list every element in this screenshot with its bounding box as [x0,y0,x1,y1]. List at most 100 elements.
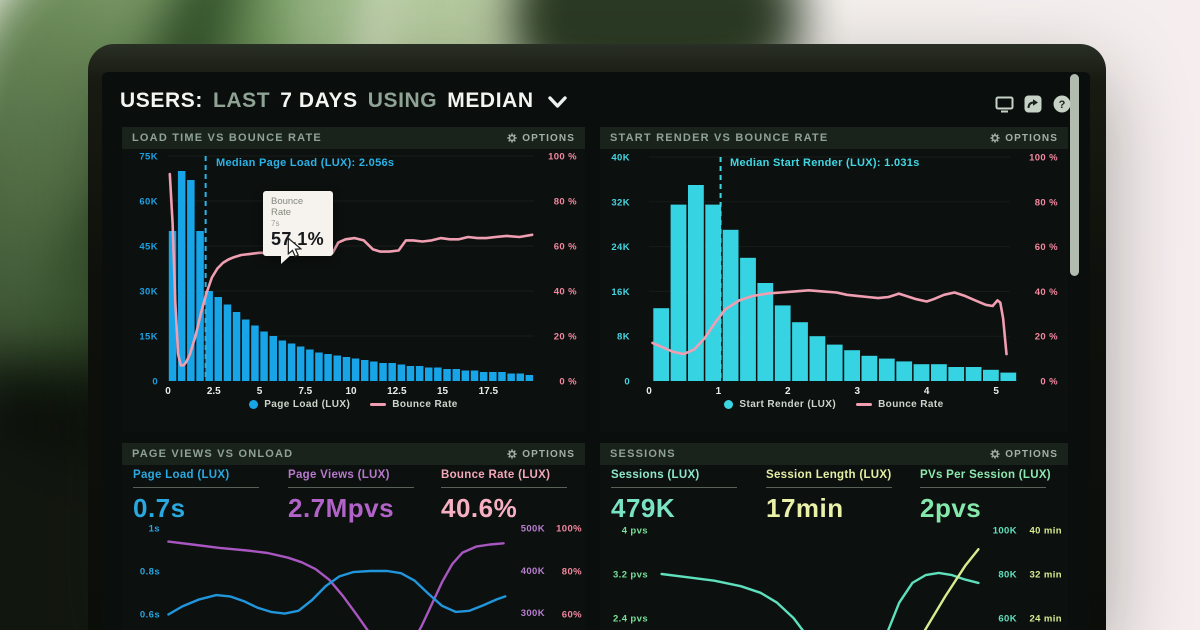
scrollbar-thumb[interactable] [1070,74,1079,276]
svg-text:30K: 30K [139,287,158,298]
panel-body: 40K 32K 24K 16K 8K 0 100 % 80 % 60 % 40 % 20 % 0 % 0… [600,149,1068,432]
svg-text:24 min: 24 min [1030,614,1063,625]
svg-text:60 %: 60 % [554,242,577,253]
load-time-chart[interactable]: 75K 60K 45K 30K 15K 0 100 % 80 % 60 % 40 % 20 % 0 %… [122,149,585,432]
legend-label: Start Render (LUX) [739,399,837,410]
svg-text:0: 0 [624,377,630,388]
metric-value: 2pvs [920,493,982,523]
start-render-chart[interactable]: 40K 32K 24K 16K 8K 0 100 % 80 % 60 % 40 % 20 % 0 % 0… [600,149,1068,432]
svg-text:40K: 40K [611,153,630,164]
help-icon[interactable]: ? [1052,94,1072,114]
metric-rule [766,487,892,488]
svg-text:60K: 60K [139,197,158,208]
svg-text:60 %: 60 % [1035,242,1058,253]
svg-text:2.5: 2.5 [207,386,221,397]
panel-body: 1s 0.8s 0.6s 500K 400K 300K 100% 80% 60% Page Lo… [122,465,585,630]
svg-text:32K: 32K [611,197,630,208]
legend-item: Bounce Rate [856,399,944,410]
metric-value: 40.6% [441,493,518,523]
svg-text:15: 15 [437,386,449,397]
options-label: OPTIONS [1005,132,1058,144]
bounce-rate-tooltip: Bounce Rate 7s 57.1% [263,191,333,264]
options-button-load-time[interactable]: OPTIONS [507,133,575,144]
svg-text:80 %: 80 % [554,197,577,208]
metric-label: Page Views (LUX) [288,469,390,481]
legend: Page Load (LUX) Bounce Rate [122,399,585,410]
panel-header: PAGE VIEWS VS ONLOAD OPTIONS [122,443,585,465]
metric-label: Page Load (LUX) [133,469,230,481]
svg-text:20 %: 20 % [1035,332,1058,343]
legend-label: Bounce Rate [392,399,458,410]
svg-text:40 %: 40 % [1035,287,1058,298]
title-word: USING [367,89,438,112]
sessions-chart[interactable]: 4 pvs 3.2 pvs 2.4 pvs 100K 80K 60K 40 min 32 mi… [600,465,1068,630]
panel-load-time: LOAD TIME VS BOUNCE RATE OPTIONS 75K 60K 4… [122,127,585,432]
gear-icon [507,133,517,143]
svg-text:4 pvs: 4 pvs [622,526,648,537]
svg-text:100%: 100% [556,524,582,535]
options-button-sessions[interactable]: OPTIONS [990,449,1058,460]
metric-rule [611,487,737,488]
dashboard-title: USERS: LAST 7 DAYS USING MEDIAN [120,86,567,116]
svg-text:0: 0 [646,386,652,397]
svg-text:100 %: 100 % [548,152,577,163]
metric-label: Sessions (LUX) [611,469,700,481]
legend-item: Page Load (LUX) [249,399,350,410]
legend-item: Bounce Rate [370,399,458,410]
svg-text:17.5: 17.5 [479,386,499,397]
title-word: MEDIAN [447,89,534,112]
panel-title: SESSIONS [610,448,676,460]
svg-text:75K: 75K [139,152,158,163]
svg-text:8K: 8K [617,332,630,343]
page-views-chart[interactable]: 1s 0.8s 0.6s 500K 400K 300K 100% 80% 60% [122,465,585,630]
gear-icon [507,449,517,459]
metric-bounce-rate: Bounce Rate (LUX) 40.6% [441,469,591,524]
svg-text:24K: 24K [611,242,630,253]
svg-text:10: 10 [345,386,357,397]
tooltip-time: 7s [271,219,280,228]
share-icon[interactable] [1023,94,1043,114]
svg-text:60%: 60% [562,610,582,621]
svg-text:0.6s: 0.6s [140,610,160,621]
gear-icon [990,449,1000,459]
metric-value: 2.7Mpvs [288,493,395,523]
panel-header: START RENDER VS BOUNCE RATE OPTIONS [600,127,1068,149]
options-button-page-views[interactable]: OPTIONS [507,449,575,460]
median-annotation: Median Page Load (LUX): 2.056s [216,157,395,169]
chevron-down-icon[interactable] [547,96,567,109]
legend-line [856,403,873,406]
toolbar: ? [994,94,1072,114]
svg-text:5: 5 [993,386,999,397]
panel-start-render: START RENDER VS BOUNCE RATE OPTIONS 40K 3… [600,127,1068,432]
svg-text:0 %: 0 % [1040,377,1058,388]
metric-rule [288,487,414,488]
svg-text:?: ? [1059,99,1066,111]
svg-text:4: 4 [924,386,930,397]
options-button-start-render[interactable]: OPTIONS [990,133,1058,144]
panel-sessions: SESSIONS OPTIONS 4 pvs 3.2 pvs 2.4 pvs 100K… [600,443,1068,630]
panel-header: LOAD TIME VS BOUNCE RATE OPTIONS [122,127,585,149]
title-word: USERS: [120,89,203,112]
svg-text:0.8s: 0.8s [140,567,160,578]
svg-text:20 %: 20 % [554,332,577,343]
svg-text:3: 3 [855,386,861,397]
dashboard-screen: USERS: LAST 7 DAYS USING MEDIAN [102,72,1090,630]
legend-item: Start Render (LUX) [724,399,836,410]
legend-dot [724,400,734,409]
panel-page-views: PAGE VIEWS VS ONLOAD OPTIONS 1s 0.8s 0.6s 5… [122,443,585,630]
svg-text:32 min: 32 min [1030,570,1063,581]
svg-text:80 %: 80 % [1035,197,1058,208]
svg-text:0: 0 [152,377,158,388]
svg-text:12.5: 12.5 [387,386,407,397]
metric-pvs-per-session: PVs Per Session (LUX) 2pvs [920,469,1070,524]
svg-text:60K: 60K [998,614,1017,625]
svg-text:0 %: 0 % [559,377,577,388]
tooltip-tail [281,255,291,264]
mouse-cursor [287,237,302,258]
svg-text:100 %: 100 % [1029,153,1058,164]
metric-label: PVs Per Session (LUX) [920,469,1051,481]
options-label: OPTIONS [522,448,575,460]
svg-text:80K: 80K [998,570,1017,581]
metric-page-views: Page Views (LUX) 2.7Mpvs [288,469,438,524]
monitor-icon[interactable] [994,94,1014,114]
